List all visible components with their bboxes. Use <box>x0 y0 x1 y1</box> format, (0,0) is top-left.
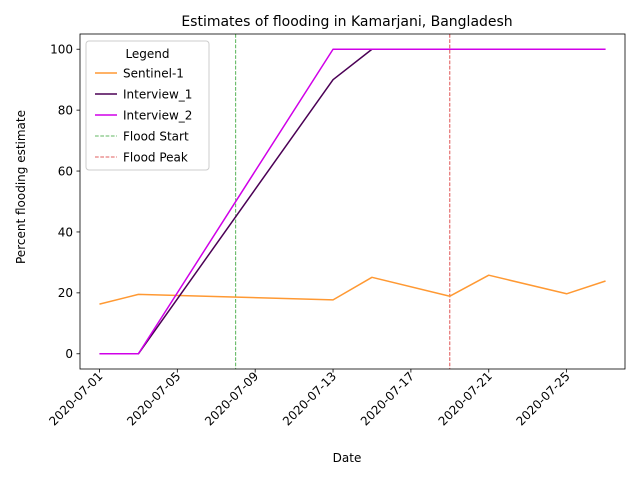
y-tick-label: 0 <box>65 347 73 361</box>
x-tick-label: 2020-07-17 <box>358 369 417 428</box>
legend-label-flood-start: Flood Start <box>123 130 189 144</box>
legend-label-sentinel-1: Sentinel-1 <box>123 67 184 81</box>
series-line-sentinel-1 <box>99 274 606 305</box>
y-tick-label: 40 <box>58 225 73 239</box>
y-tick-label: 80 <box>58 103 73 117</box>
y-axis-title: Percent flooding estimate <box>14 110 28 264</box>
x-tick-label: 2020-07-13 <box>280 369 339 428</box>
x-tick-label: 2020-07-21 <box>436 369 495 428</box>
legend-label-flood-peak: Flood Peak <box>123 151 188 165</box>
x-tick-label: 2020-07-25 <box>514 369 573 428</box>
series-line-interview-2 <box>99 48 606 355</box>
legend-label-interview-2: Interview_2 <box>123 109 192 123</box>
x-tick-label: 2020-07-05 <box>124 369 183 428</box>
y-tick-label: 20 <box>58 286 73 300</box>
x-tick-label: 2020-07-09 <box>202 369 261 428</box>
chart-title: Estimates of flooding in Kamarjani, Bang… <box>181 14 512 30</box>
y-tick-label: 60 <box>58 164 73 178</box>
legend-label-interview-1: Interview_1 <box>123 88 192 102</box>
x-tick-label: 2020-07-01 <box>46 369 105 428</box>
legend: Legend Sentinel-1 Interview_1 Interview_2 Fl… <box>85 40 210 171</box>
x-axis-title: Date <box>333 451 362 465</box>
legend-title: Legend <box>125 47 169 61</box>
y-tick-label: 100 <box>50 43 73 57</box>
axes-frame <box>79 33 626 370</box>
